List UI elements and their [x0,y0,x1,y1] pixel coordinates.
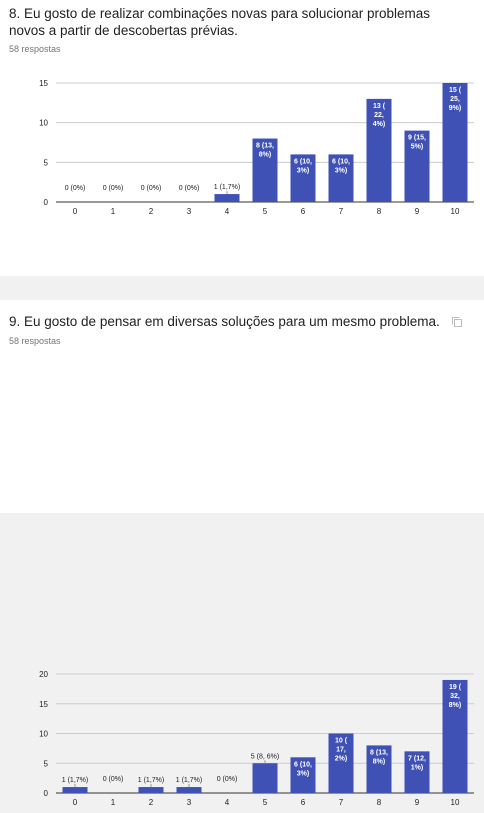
y-tick-label: 10 [39,730,48,739]
x-tick-label: 1 [111,798,116,807]
x-tick-label: 4 [225,798,230,807]
y-tick-label: 15 [39,79,48,88]
x-tick-label: 3 [187,798,192,807]
data-label: 10 (17, 2%) [335,738,348,763]
x-tick-label: 10 [451,798,460,807]
bar-chart-q9: 0 5 10 15 20 0 1 (1,7%) 1 0 (0%) 2 1 (1,7%) 3 1 (1,7… [39,670,474,807]
y-tick-label: 0 [44,789,49,798]
x-tick-label: 6 [301,207,306,216]
data-label: 0 (0%) [179,185,200,192]
y-tick-label: 10 [39,119,48,128]
x-tick-label: 7 [339,798,344,807]
x-tick-label: 8 [377,798,382,807]
y-tick-label: 15 [39,700,48,709]
copy-chart-icon[interactable] [451,316,463,328]
data-label: 1 (1,7%) [176,777,202,784]
x-tick-label: 9 [415,798,420,807]
bar [176,787,202,793]
question-title: 8. Eu gosto de realizar combinações nova… [9,6,430,38]
question-card-8: 8. Eu gosto de realizar combinações nova… [0,0,484,276]
data-label: 1 (1,7%) [214,184,240,191]
y-tick-label: 5 [44,158,49,167]
data-label: 0 (0%) [65,185,86,192]
bar [290,154,316,202]
x-tick-label: 10 [451,207,460,216]
data-label: 5 (8, 6%) [251,753,279,760]
bar [214,194,240,202]
bar [62,787,88,793]
bar [442,83,468,202]
response-count: 58 respostas [9,44,61,54]
data-label: 1 (1,7%) [62,777,88,784]
bar [404,130,430,202]
response-count: 58 respostas [9,336,61,346]
x-tick-label: 1 [111,207,116,216]
x-tick-label: 8 [377,207,382,216]
data-label: 15 (25, 9%) [449,87,462,112]
bar [252,763,278,793]
y-tick-label: 20 [39,670,48,679]
data-label: 0 (0%) [103,185,124,192]
y-tick-label: 0 [44,198,49,207]
y-tick-label: 5 [44,759,49,768]
data-label: 13 (22, 4%) [373,103,386,128]
question-card-9: 9. Eu gosto de pensar em diversas soluçõ… [0,300,484,807]
question-title: 9. Eu gosto de pensar em diversas soluçõ… [9,314,440,329]
data-label: 0 (0%) [103,776,124,783]
x-tick-label: 3 [187,207,192,216]
x-tick-label: 5 [263,207,268,216]
data-label: 6 (10, 3%) [332,158,350,174]
x-tick-label: 0 [73,207,78,216]
data-label: 6 (10, 3%) [294,158,312,174]
bar [328,154,354,202]
x-tick-label: 4 [225,207,230,216]
x-tick-label: 6 [301,798,306,807]
data-label: 1 (1,7%) [138,777,164,784]
x-tick-label: 0 [73,798,78,807]
bar [252,138,278,202]
data-label: 8 (13, 8%) [256,143,274,159]
bar-chart-q8: 0 5 10 15 0 0 (0%) 1 0 (0%) 2 0 (0%) 3 0 (0%) 4 1 (1,… [39,79,474,216]
x-tick-label: 2 [149,207,154,216]
data-label: 0 (0%) [217,776,238,783]
x-tick-label: 2 [149,798,154,807]
x-tick-label: 7 [339,207,344,216]
bar [366,98,392,202]
data-label: 19 (32, 8%) [449,684,462,709]
data-label: 9 (15, 5%) [408,135,426,151]
x-tick-label: 5 [263,798,268,807]
x-tick-label: 9 [415,207,420,216]
bar [138,787,164,793]
data-label: 0 (0%) [141,185,162,192]
